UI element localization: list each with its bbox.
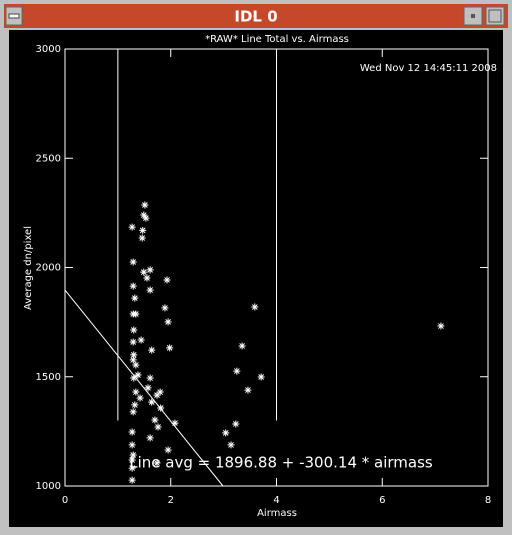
data-point xyxy=(129,451,137,459)
data-point xyxy=(257,373,265,381)
data-point xyxy=(131,401,139,409)
data-point xyxy=(146,286,154,294)
data-point xyxy=(130,326,138,334)
data-point xyxy=(132,388,140,396)
title-bar xyxy=(4,4,508,28)
data-point xyxy=(232,420,240,428)
plot-canvas xyxy=(9,30,503,527)
window-title: IDL 0 xyxy=(234,8,277,26)
data-point xyxy=(128,464,136,472)
data-point xyxy=(146,374,154,382)
data-point xyxy=(146,434,154,442)
y-tick-label: 1500 xyxy=(36,372,61,383)
x-tick-label: 2 xyxy=(168,495,174,506)
data-point xyxy=(141,201,149,209)
data-point xyxy=(131,294,139,302)
data-point xyxy=(128,428,136,436)
data-point xyxy=(130,351,138,359)
data-point xyxy=(148,398,156,406)
data-point xyxy=(128,456,136,464)
data-point xyxy=(251,303,259,311)
data-point xyxy=(128,441,136,449)
data-point xyxy=(129,338,137,346)
data-point xyxy=(130,374,138,382)
chart-title: *RAW* Line Total vs. Airmass xyxy=(205,34,349,45)
data-point xyxy=(437,322,445,330)
menu-icon xyxy=(8,13,20,19)
data-point xyxy=(134,371,142,379)
data-point xyxy=(143,274,151,282)
data-point xyxy=(142,214,150,222)
data-point xyxy=(140,268,148,276)
data-point xyxy=(156,388,164,396)
data-point xyxy=(166,344,174,352)
x-tick-label: 4 xyxy=(273,495,279,506)
data-point xyxy=(153,391,161,399)
plot: *RAW* Line Total vs. Airmass Wed Nov 12 … xyxy=(23,34,497,519)
data-point xyxy=(153,459,161,467)
annotation: Line avg = 1896.88 + -300.14 * airmass xyxy=(129,454,433,472)
y-tick-label: 2000 xyxy=(36,263,61,274)
data-point xyxy=(139,226,147,234)
data-point xyxy=(151,416,159,424)
data-point xyxy=(132,310,140,318)
data-point xyxy=(161,304,169,312)
maximize-button[interactable] xyxy=(485,6,505,26)
data-point xyxy=(140,211,148,219)
data-point xyxy=(138,234,146,242)
data-point xyxy=(128,476,136,484)
data-point xyxy=(137,336,145,344)
x-tick-label: 0 xyxy=(62,495,68,506)
data-point xyxy=(129,282,137,290)
x-tick-label: 8 xyxy=(485,495,491,506)
data-point xyxy=(144,384,152,392)
y-tick-label: 2500 xyxy=(36,153,61,164)
data-point xyxy=(132,361,140,369)
data-point xyxy=(227,441,235,449)
data-point xyxy=(244,386,252,394)
maximize-icon xyxy=(488,9,502,23)
fit-line xyxy=(64,289,224,487)
data-point xyxy=(164,318,172,326)
data-point xyxy=(163,276,171,284)
data-point xyxy=(129,356,137,364)
y-tick-label: 3000 xyxy=(36,44,61,55)
data-point xyxy=(222,429,230,437)
data-point xyxy=(136,394,144,402)
y-axis-label: Average dn/pixel xyxy=(23,226,34,310)
data-point xyxy=(238,342,246,350)
data-point xyxy=(128,223,136,231)
data-point xyxy=(129,258,137,266)
x-tick-label: 6 xyxy=(379,495,385,506)
data-point xyxy=(129,408,137,416)
data-point xyxy=(146,266,154,274)
data-point xyxy=(148,346,156,354)
x-axis-label: Airmass xyxy=(257,508,297,519)
minimize-icon xyxy=(471,14,475,18)
data-point xyxy=(164,446,172,454)
y-tick-label: 1000 xyxy=(36,481,61,492)
timestamp: Wed Nov 12 14:45:11 2008 xyxy=(360,63,497,74)
data-point xyxy=(171,419,179,427)
data-point xyxy=(157,404,165,412)
data-point xyxy=(233,367,241,375)
data-point xyxy=(154,423,162,431)
